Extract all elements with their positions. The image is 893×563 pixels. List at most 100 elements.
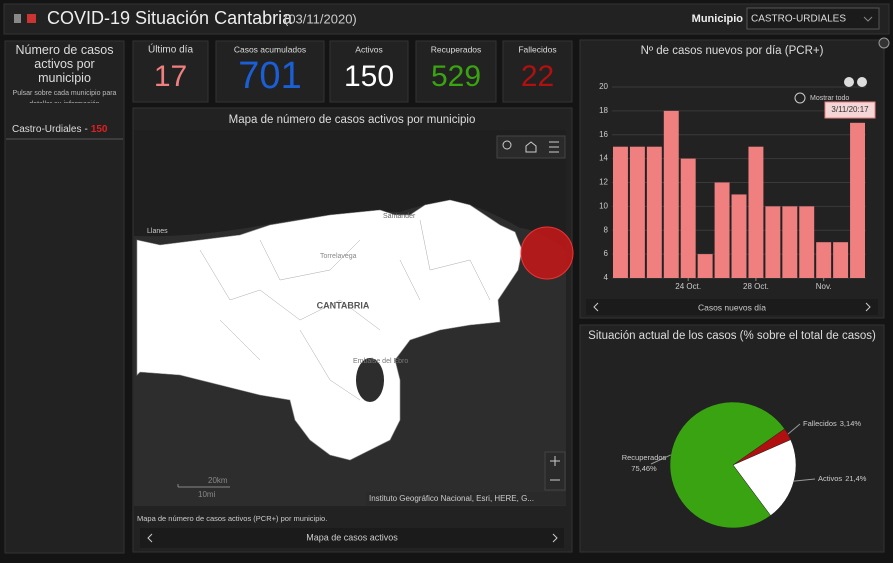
bar bbox=[782, 206, 798, 278]
indicator-value: 529 bbox=[431, 60, 481, 93]
search-button[interactable] bbox=[502, 140, 512, 150]
indicator-value: 17 bbox=[154, 60, 187, 93]
pie-slice bbox=[669, 401, 785, 529]
indicator-label: Fallecidos bbox=[518, 44, 556, 54]
pie-chart: Fallecidos 3,14% Activos 21,4% Recuperados 75… bbox=[622, 401, 867, 529]
bar bbox=[714, 182, 730, 278]
attribution-box bbox=[366, 492, 566, 505]
bar bbox=[748, 146, 764, 278]
map-place: Torrelavega bbox=[320, 253, 357, 260]
map-place: CANTABRIA bbox=[317, 300, 370, 310]
tab-arrows[interactable] bbox=[593, 302, 871, 312]
chart-button[interactable] bbox=[844, 77, 854, 87]
map-place: Llanes bbox=[147, 228, 168, 235]
y-tick-label: 16 bbox=[599, 130, 608, 139]
bar bbox=[697, 254, 713, 278]
indicator-box bbox=[502, 40, 573, 103]
map-tab[interactable]: Mapa de casos activos bbox=[306, 532, 398, 542]
bar bbox=[799, 206, 815, 278]
legend-button[interactable] bbox=[549, 141, 559, 153]
bar bbox=[816, 242, 832, 278]
bar bbox=[731, 194, 747, 278]
left-title: Número de casos activos por municipio bbox=[15, 43, 114, 85]
bar-footer bbox=[586, 299, 878, 315]
municipio-select[interactable] bbox=[746, 7, 880, 30]
indicator-box bbox=[415, 40, 497, 103]
municipio-value: 150 bbox=[91, 124, 108, 135]
show-all[interactable]: Mostrar todo bbox=[810, 95, 849, 102]
y-tick-label: 8 bbox=[604, 225, 609, 234]
bar bbox=[646, 146, 662, 278]
y-tick-label: 6 bbox=[604, 249, 609, 258]
municipio-name: Castro-Urdiales bbox=[12, 124, 81, 135]
y-tick-label: 4 bbox=[604, 273, 609, 282]
indicator-value: 150 bbox=[344, 60, 394, 93]
bar bbox=[680, 158, 696, 278]
pie-category: Activos bbox=[818, 474, 842, 483]
leader-line bbox=[793, 478, 816, 482]
chart-button[interactable] bbox=[857, 77, 867, 87]
indicator-box bbox=[132, 40, 209, 103]
bar bbox=[765, 206, 781, 278]
x-tick-label: Nov. bbox=[816, 282, 832, 291]
tooltip-box bbox=[824, 101, 876, 119]
sea bbox=[134, 130, 566, 250]
y-tick-label: 12 bbox=[599, 178, 608, 187]
home-button[interactable] bbox=[525, 141, 537, 153]
left-hint: Pulsar sobre cada municipio para detalla… bbox=[12, 90, 117, 103]
separator: - bbox=[84, 124, 87, 135]
pie-title: Situación actual de los casos (% sobre e… bbox=[588, 330, 876, 342]
logo bbox=[27, 14, 36, 23]
map-tabbar bbox=[140, 528, 564, 548]
bar bbox=[663, 110, 679, 278]
tab-arrows[interactable] bbox=[147, 533, 558, 543]
indicator-label: Casos acumulados bbox=[234, 44, 306, 54]
x-tick-label: 28 Oct. bbox=[743, 282, 769, 291]
dropdown-arrow bbox=[863, 16, 873, 22]
y-tick-label: 20 bbox=[599, 82, 608, 91]
y-tick-label: 10 bbox=[599, 201, 608, 210]
scale-bar bbox=[177, 484, 230, 488]
case-bubble[interactable] bbox=[520, 226, 574, 280]
scale-km: 20km bbox=[208, 476, 228, 485]
y-tick-label: 14 bbox=[599, 154, 608, 163]
municipio-list: Castro-Urdiales -150 bbox=[6, 124, 123, 140]
map-toolbar bbox=[496, 135, 566, 159]
zoom-icon[interactable] bbox=[794, 92, 806, 104]
tooltip: 3/11/20:17 bbox=[831, 105, 869, 114]
leader-line bbox=[650, 454, 672, 465]
pie-value-label: 3,14% bbox=[840, 419, 862, 428]
map-title: Mapa de número de casos activos por muni… bbox=[229, 114, 476, 126]
municipio-item: Castro-Urdiales -150 bbox=[12, 124, 108, 135]
pie-label: Activos 21,4% bbox=[818, 474, 867, 483]
map-caption: Mapa de número de casos activos (PCR+) p… bbox=[137, 514, 327, 523]
region-shape bbox=[136, 199, 523, 461]
indicator-value: 701 bbox=[238, 55, 301, 97]
expand-button[interactable] bbox=[878, 37, 890, 49]
indicator-label: Recuperados bbox=[431, 44, 482, 54]
indicator-label: Último día bbox=[148, 43, 193, 56]
header-title: COVID-19 Situación Cantabria bbox=[47, 8, 293, 28]
bar bbox=[613, 146, 628, 278]
x-tick-label: 24 Oct. bbox=[675, 282, 701, 291]
left-title-box: Número de casos activos por municipio Pu… bbox=[12, 43, 117, 103]
indicator-label: Activos bbox=[355, 44, 382, 54]
bar bbox=[629, 146, 645, 278]
municipio-label: Municipio bbox=[692, 13, 744, 25]
leader-line bbox=[787, 423, 801, 435]
bar-chart: 4 6 8 10 12 14 16 18 20 24 Oct. 28 Oct. Nov. bbox=[599, 82, 866, 291]
map-place: Embalse del Ebro bbox=[353, 358, 408, 365]
municipio-borders bbox=[199, 219, 491, 401]
pie-category: Fallecidos bbox=[803, 419, 837, 428]
header bbox=[3, 3, 890, 35]
left-panel bbox=[4, 40, 125, 554]
municipio-value: CASTRO-URDIALES bbox=[751, 14, 846, 25]
reservoir bbox=[356, 358, 384, 402]
bar-title: Nº de casos nuevos por día (PCR+) bbox=[641, 45, 824, 57]
indicator-box bbox=[329, 40, 409, 103]
pie-label: Recuperados bbox=[622, 453, 667, 462]
scale-mi: 10mi bbox=[198, 490, 216, 499]
